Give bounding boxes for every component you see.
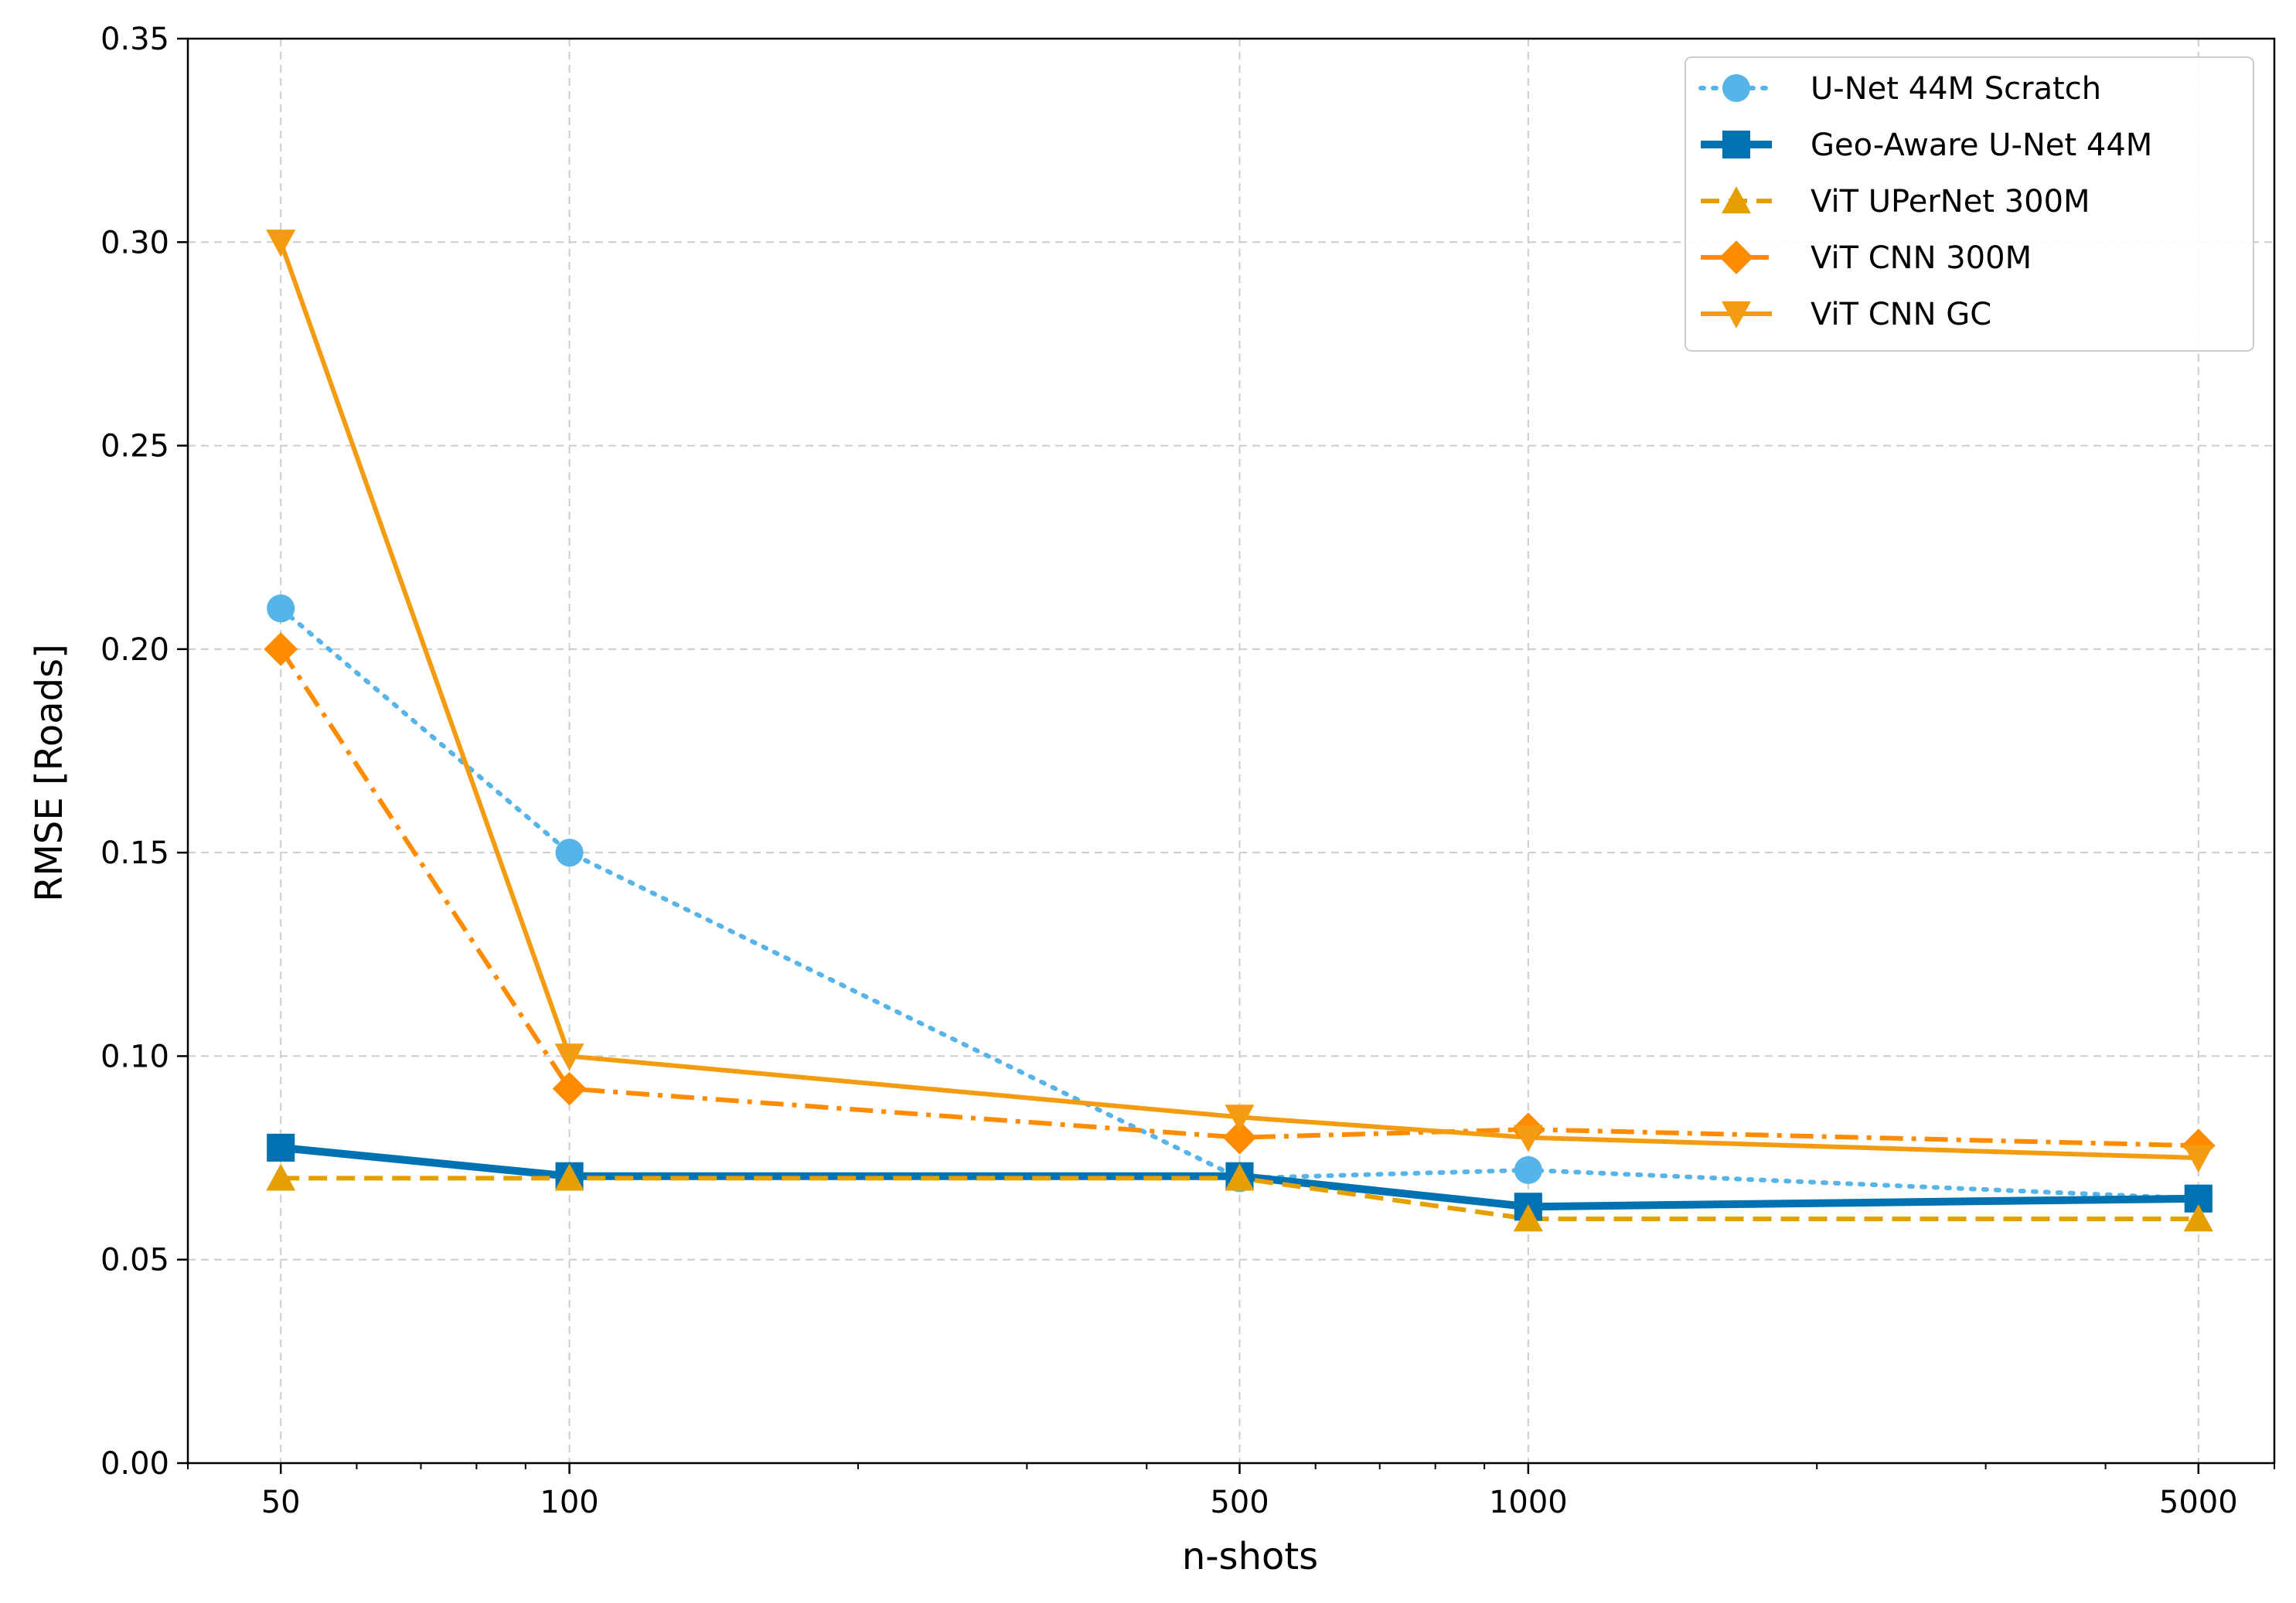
x-tick-label: 5000 [2159,1485,2238,1520]
legend-marker [1719,240,1753,274]
y-tick-label: 0.05 [100,1243,169,1278]
axes [177,37,2276,1474]
data-point [1513,1125,1543,1152]
legend-marker [1722,73,1751,103]
y-tick-label: 0.15 [100,836,169,871]
data-point [554,1163,584,1191]
data-point [264,632,298,666]
series-line-0 [278,606,2201,1201]
tick-labels: 0.00 0.05 0.10 0.15 0.20 0.25 0.30 0.35 50 100 500… [100,22,2238,1520]
legend-box [1685,56,2254,352]
plot-frame [186,37,2276,1465]
data-point [266,1163,296,1191]
data-point [1225,1104,1255,1132]
data-point [267,1133,295,1162]
x-tick-label: 50 [261,1485,301,1520]
series-markers [264,230,2216,1232]
data-point [554,1043,584,1071]
data-point [552,1071,587,1106]
y-tick-label: 0.00 [100,1446,169,1482]
data-point [2183,1204,2213,1232]
data-point [1514,1155,1542,1184]
legend-label: ViT CNN 300M [1811,240,2032,276]
data-point [1222,1120,1257,1155]
legend-label: ViT UPerNet 300M [1811,184,2090,220]
y-tick-label: 0.20 [100,632,169,668]
legend-marker [1722,130,1751,159]
y-axis-label: RMSE [Roads] [28,644,71,902]
y-tick-label: 0.10 [100,1039,169,1074]
legend-label: ViT CNN GC [1811,297,1991,332]
y-tick-label: 0.25 [100,429,169,465]
legend-label: U-Net 44M Scratch [1811,71,2101,107]
x-tick-label: 100 [540,1485,598,1520]
y-tick-label: 0.35 [100,22,169,57]
data-point [2183,1145,2213,1173]
legend: U-Net 44M Scratch Geo-Aware U-Net 44M ViT … [1685,56,2254,352]
series-lines [278,241,2201,1222]
data-point [267,594,295,623]
legend-marker [1722,301,1751,328]
x-tick-label: 500 [1210,1485,1269,1520]
data-point [1513,1204,1543,1232]
legend-label: Geo-Aware U-Net 44M [1811,128,2152,163]
x-axis-label: n-shots [1182,1535,1318,1578]
data-point [266,230,296,257]
y-tick-label: 0.30 [100,225,169,260]
x-tick-label: 1000 [1489,1485,1568,1520]
legend-marker [1722,186,1751,214]
data-point [555,839,584,867]
data-point [1225,1163,1255,1191]
